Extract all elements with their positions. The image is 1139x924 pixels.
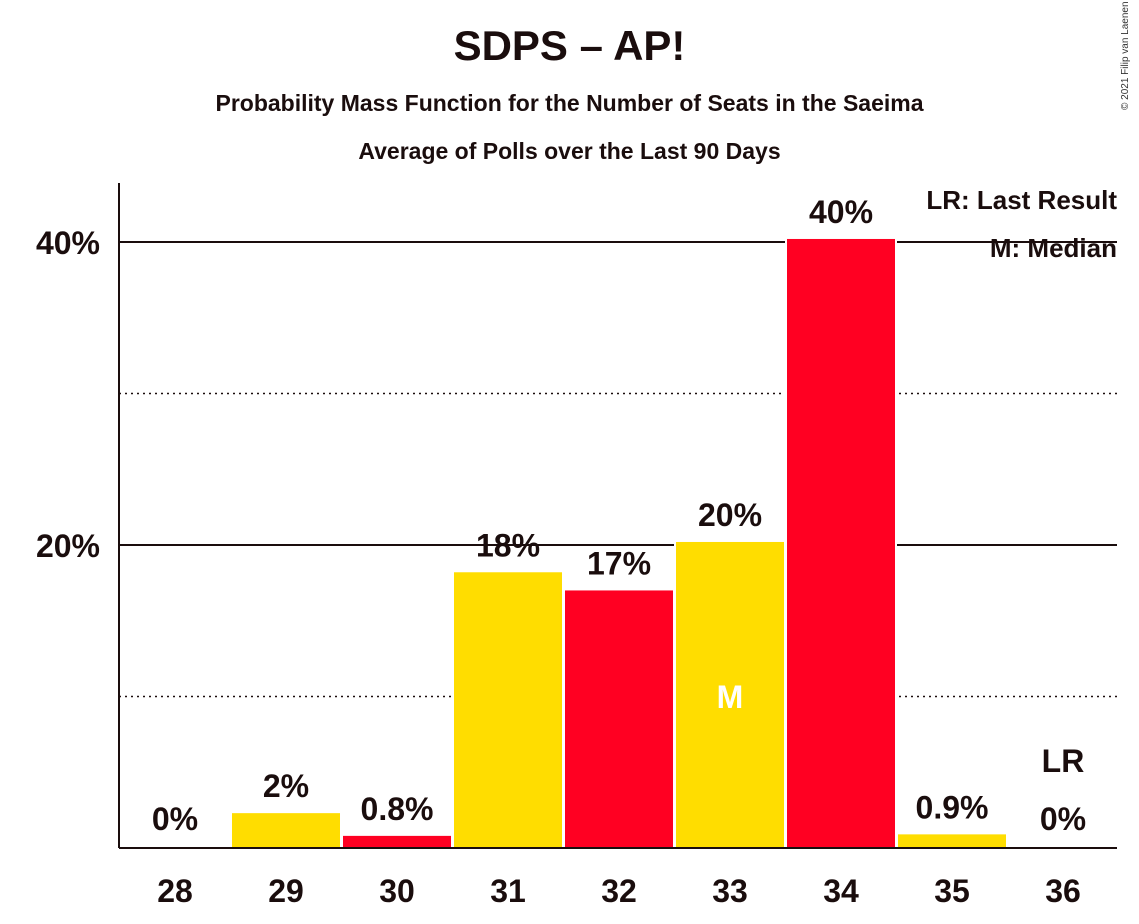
bar bbox=[565, 590, 673, 848]
x-tick-label: 36 bbox=[1045, 873, 1081, 909]
x-tick-label: 34 bbox=[823, 873, 859, 909]
bar-value-label: 0% bbox=[1040, 801, 1086, 837]
bar bbox=[343, 835, 451, 848]
bar bbox=[232, 813, 340, 848]
median-marker: M bbox=[717, 679, 744, 715]
bars-group bbox=[230, 236, 1008, 849]
x-tick-label: 32 bbox=[601, 873, 637, 909]
bar-value-label: 20% bbox=[698, 497, 762, 533]
legend-last-result: LR: Last Result bbox=[926, 185, 1117, 215]
chart-subtitle-secondary: Average of Polls over the Last 90 Days bbox=[358, 138, 781, 164]
y-tick-label: 20% bbox=[36, 528, 100, 564]
bar-value-label: 40% bbox=[809, 194, 873, 230]
bar bbox=[898, 834, 1006, 848]
bar-value-label: 0.8% bbox=[361, 791, 434, 827]
labels-group: 20% 40% 0% 28 2% 29 0.8% 30 18% 31 17% 32 20% 33 M 40% 3… bbox=[36, 194, 1086, 909]
legend-median: M: Median bbox=[990, 233, 1117, 263]
x-tick-label: 28 bbox=[157, 873, 193, 909]
bar-value-label: 0.9% bbox=[916, 789, 989, 825]
bar bbox=[676, 541, 784, 848]
bar-value-label: 17% bbox=[587, 545, 651, 581]
y-tick-label: 40% bbox=[36, 225, 100, 261]
last-result-marker: LR bbox=[1042, 743, 1085, 779]
x-tick-label: 29 bbox=[268, 873, 304, 909]
bar bbox=[454, 572, 562, 848]
x-tick-label: 33 bbox=[712, 873, 748, 909]
x-tick-label: 30 bbox=[379, 873, 415, 909]
axes bbox=[118, 183, 1117, 849]
bar-value-label: 2% bbox=[263, 768, 309, 804]
bar-value-label: 0% bbox=[152, 801, 198, 837]
x-tick-label: 31 bbox=[490, 873, 526, 909]
chart-title: SDPS – AP! bbox=[453, 22, 686, 69]
chart-subtitle: Probability Mass Function for the Number… bbox=[215, 90, 924, 116]
bar-value-label: 18% bbox=[476, 527, 540, 563]
bar bbox=[787, 238, 895, 849]
x-tick-label: 35 bbox=[934, 873, 970, 909]
